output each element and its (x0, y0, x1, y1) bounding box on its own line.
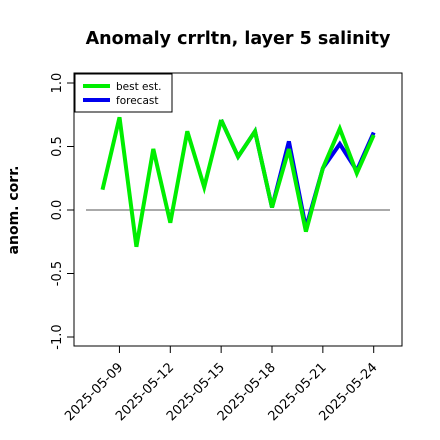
series-line-2 (219, 118, 376, 233)
y-tick-label: 0.5 (50, 136, 65, 157)
series-layer (100, 116, 376, 248)
y-tick-label: -0.5 (50, 261, 65, 286)
legend: best est. forecast (74, 73, 173, 113)
chart-title: Anomaly crrltn, layer 5 salinity (86, 29, 391, 49)
y-tick-label: -1.0 (50, 324, 65, 349)
y-tick-label: 0.0 (50, 200, 65, 221)
x-axis: 2025-05-092025-05-122025-05-152025-05-18… (62, 346, 381, 424)
series-line-1 (219, 118, 376, 229)
legend-label-best-est: best est. (116, 81, 161, 93)
legend-box (74, 73, 173, 113)
y-tick-label: 1.0 (50, 73, 65, 94)
y-axis: -1.0 -0.5 0.0 0.5 1.0 (50, 73, 74, 350)
y-axis-label: anom. corr. (6, 166, 22, 255)
legend-label-forecast: forecast (116, 95, 158, 107)
series-line-0 (100, 116, 224, 248)
